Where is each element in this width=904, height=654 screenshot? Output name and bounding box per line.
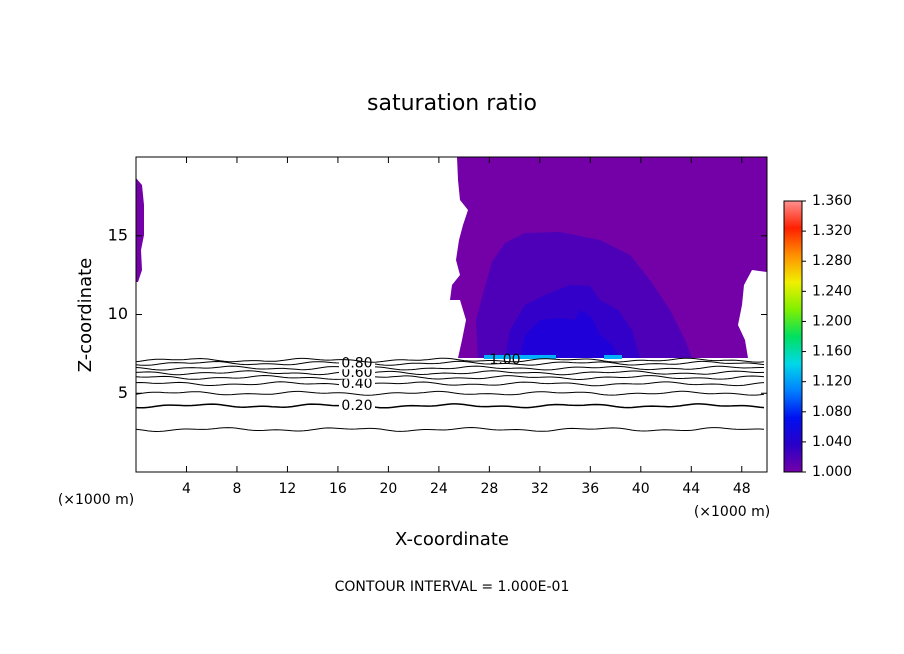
contour-line — [135, 390, 765, 396]
region-cyan — [484, 355, 556, 359]
x-axis-label: X-coordinate — [395, 529, 509, 550]
contour-label: 0.20 — [341, 398, 372, 414]
colorbar-tick-label: 1.280 — [812, 253, 852, 269]
footer: CONTOUR INTERVAL = 1.000E-01 — [335, 579, 570, 595]
y-axis-label: Z-coordinate — [75, 258, 96, 373]
x-tick-label: 20 — [379, 481, 397, 497]
region-cyan — [604, 355, 622, 359]
x-tick-label: 40 — [632, 481, 650, 497]
x-tick-label: 4 — [182, 481, 191, 497]
x-tick-label: 44 — [682, 481, 700, 497]
x-tick-label: 48 — [733, 481, 751, 497]
y-tick-label: 10 — [108, 304, 128, 323]
colorbar-tick-label: 1.040 — [812, 434, 852, 450]
colorbar-tick-label: 1.000 — [812, 464, 852, 480]
contour-line — [135, 357, 765, 363]
x-tick-label: 36 — [581, 481, 599, 497]
colorbar-tick-label: 1.160 — [812, 344, 852, 360]
x-tick-label: 16 — [329, 481, 347, 497]
contour-label-bg — [339, 399, 375, 412]
y-tick-label: 15 — [108, 225, 128, 244]
chart-title: saturation ratio — [367, 91, 537, 116]
x-unit: (×1000 m) — [58, 492, 134, 508]
region-side — [136, 178, 144, 282]
contour-line — [135, 374, 765, 381]
y-tick-label: 5 — [118, 383, 128, 402]
contour-line — [135, 365, 764, 371]
contour-line — [135, 381, 765, 387]
x-tick-label: 28 — [480, 481, 498, 497]
x-unit: (×1000 m) — [694, 504, 770, 520]
x-tick-label: 24 — [430, 481, 448, 497]
colorbar-tick-label: 1.360 — [812, 193, 852, 209]
filled-regions — [136, 157, 767, 359]
contour-label: 1.00 — [489, 352, 520, 368]
contour-line — [135, 370, 765, 376]
colorbar-tick-label: 1.200 — [812, 313, 852, 329]
colorbar — [783, 200, 803, 473]
x-tick-label: 12 — [279, 481, 297, 497]
contour-label-bg — [339, 357, 375, 370]
colorbar-tick-label: 1.080 — [812, 404, 852, 420]
colorbar-tick-label: 1.120 — [812, 374, 852, 390]
x-tick-label: 32 — [531, 481, 549, 497]
contour-line — [135, 426, 765, 433]
contour-label-bg — [339, 377, 375, 390]
contour-label: 0.80 — [341, 355, 372, 371]
contour-label: 0.40 — [341, 376, 372, 392]
colorbar-tick-label: 1.320 — [812, 223, 852, 239]
x-tick-label: 8 — [232, 481, 241, 497]
colorbar-tick-label: 1.240 — [812, 283, 852, 299]
contour-line — [135, 403, 765, 409]
region-level-4 — [520, 310, 620, 358]
contour-line — [135, 360, 765, 366]
contour-label-bg — [339, 366, 375, 379]
